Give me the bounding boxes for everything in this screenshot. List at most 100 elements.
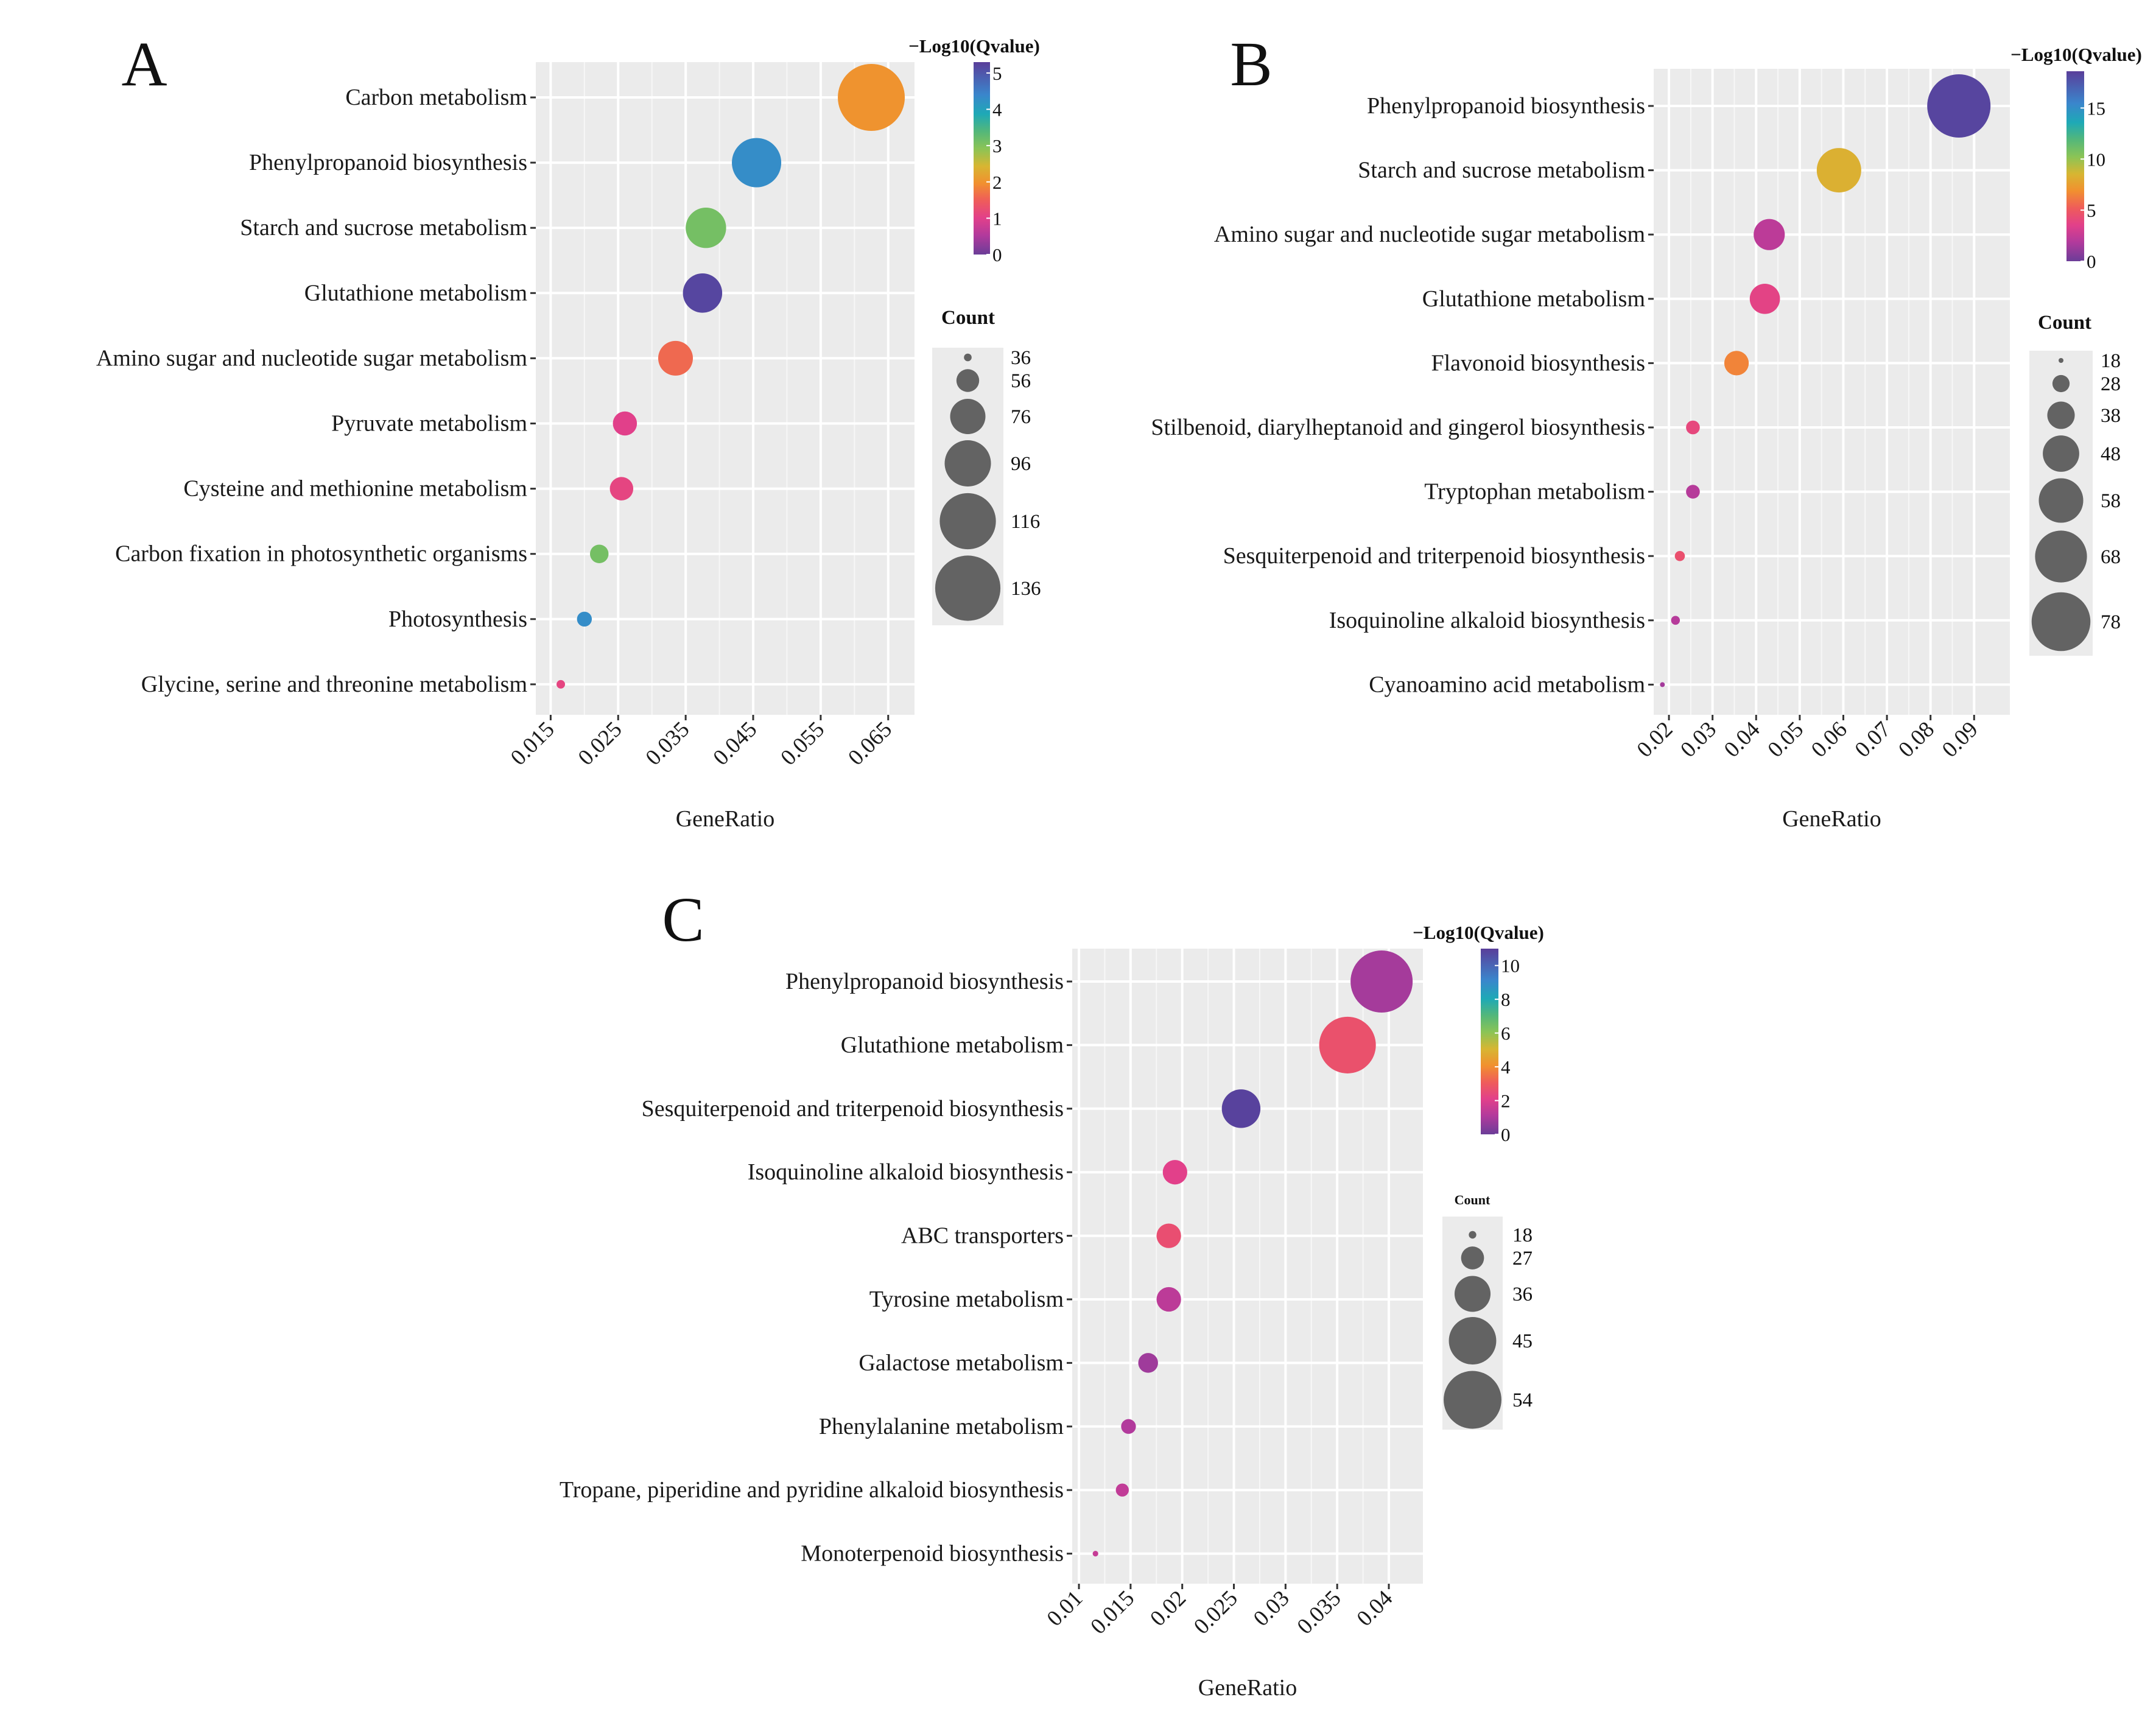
x-tick-label: 0.04 xyxy=(1719,717,1765,762)
y-tick-label: Photosynthesis xyxy=(388,606,527,632)
x-tick-label: 0.04 xyxy=(1352,1586,1398,1631)
y-tick-label: Glutathione metabolism xyxy=(304,280,527,306)
data-point xyxy=(683,273,723,313)
x-tick-label: 0.09 xyxy=(1937,717,1983,762)
y-tick-label: Galactose metabolism xyxy=(859,1350,1064,1375)
y-tick-label: Sesquiterpenoid and triterpenoid biosynt… xyxy=(642,1096,1064,1122)
colorbar-tick-label: 8 xyxy=(1501,989,1511,1010)
data-point xyxy=(1319,1016,1376,1073)
panel-label: B xyxy=(1230,29,1272,99)
data-point xyxy=(838,64,905,131)
size-legend-key xyxy=(950,399,986,434)
size-legend-label: 78 xyxy=(2101,611,2121,633)
x-tick-label: 0.035 xyxy=(641,717,695,770)
data-point xyxy=(577,611,592,627)
y-tick-label: Monoterpenoid biosynthesis xyxy=(801,1541,1064,1567)
data-point xyxy=(1121,1419,1136,1434)
data-point xyxy=(1674,550,1685,561)
x-axis-title: GeneRatio xyxy=(1198,1675,1297,1701)
data-point xyxy=(1754,219,1785,250)
size-legend-key xyxy=(1448,1317,1497,1365)
size-legend-label: 18 xyxy=(2101,350,2121,372)
size-legend-title: Count xyxy=(1455,1192,1491,1207)
y-tick-label: Stilbenoid, diarylheptanoid and gingerol… xyxy=(1151,415,1645,440)
size-legend-label: 45 xyxy=(1512,1330,1533,1352)
colorbar-tick-label: 3 xyxy=(992,135,1002,156)
size-legend-label: 48 xyxy=(2101,443,2121,465)
panel-a: A 0.015 0.025 0.035 0.045 0.055 0.065 Carbon me… xyxy=(96,29,1041,832)
y-tick-label: Flavonoid biosynthesis xyxy=(1431,350,1645,376)
x-tick-label: 0.025 xyxy=(574,717,627,770)
x-tick-label: 0.05 xyxy=(1763,717,1808,762)
size-legend-label: 116 xyxy=(1011,511,1040,533)
size-legend-label: 36 xyxy=(1512,1284,1533,1305)
y-tick-label: Tryptophan metabolism xyxy=(1424,479,1645,505)
size-legend-key xyxy=(1444,1371,1501,1429)
x-tick-label: 0.07 xyxy=(1850,717,1896,762)
size-legend-key xyxy=(2043,435,2079,472)
size-legend-key xyxy=(2047,401,2075,429)
colorbar-tick-label: 6 xyxy=(1501,1023,1511,1044)
x-tick-label: 0.01 xyxy=(1042,1586,1088,1631)
size-legend-key xyxy=(935,555,1001,621)
data-point xyxy=(609,477,634,501)
y-tick-label: ABC transporters xyxy=(901,1223,1064,1249)
colorbar-tick-label: 2 xyxy=(992,172,1002,193)
x-tick-label: 0.025 xyxy=(1189,1586,1243,1639)
y-tick-label: Amino sugar and nucleotide sugar metabol… xyxy=(96,345,527,371)
y-tick-label: Sesquiterpenoid and triterpenoid biosynt… xyxy=(1223,543,1645,569)
colorbar-tick-label: 10 xyxy=(1501,955,1520,977)
data-point xyxy=(1156,1223,1181,1248)
data-point xyxy=(1162,1160,1187,1185)
size-legend-key xyxy=(2038,478,2084,523)
size-legend-key xyxy=(956,369,980,392)
colorbar-tick-label: 5 xyxy=(992,63,1002,84)
data-point xyxy=(1115,1483,1129,1497)
colorbar-tick-label: 1 xyxy=(992,208,1002,229)
y-tick-label: Tropane, piperidine and pyridine alkaloi… xyxy=(560,1477,1064,1503)
x-tick-label: 0.045 xyxy=(709,717,762,770)
x-tick-label: 0.015 xyxy=(1086,1586,1139,1639)
data-point xyxy=(557,680,566,689)
size-legend-key xyxy=(2031,592,2091,652)
size-legend-title: Count xyxy=(941,307,995,329)
y-tick-label: Phenylpropanoid biosynthesis xyxy=(785,969,1064,994)
colorbar-title: −Log10(Qvalue) xyxy=(1413,922,1544,943)
y-tick-label: Phenylpropanoid biosynthesis xyxy=(249,150,527,175)
y-tick-label: Tyrosine metabolism xyxy=(869,1287,1064,1312)
colorbar-tick-label: 5 xyxy=(2087,200,2096,221)
data-point xyxy=(1686,485,1700,499)
size-legend-title: Count xyxy=(2038,312,2091,334)
size-legend-label: 136 xyxy=(1011,578,1041,600)
data-point xyxy=(1350,950,1413,1013)
y-tick-label: Carbon fixation in photosynthetic organi… xyxy=(115,541,527,567)
colorbar xyxy=(974,62,990,255)
colorbar-tick-label: 10 xyxy=(2087,149,2105,170)
size-legend-label: 36 xyxy=(1011,347,1031,369)
data-point xyxy=(1221,1089,1261,1128)
y-tick-label: Starch and sucrose metabolism xyxy=(1358,158,1645,183)
data-point xyxy=(1138,1353,1158,1373)
panel-label: C xyxy=(662,885,704,955)
y-tick-label: Cyanoamino acid metabolism xyxy=(1369,672,1645,697)
y-tick-label: Isoquinoline alkaloid biosynthesis xyxy=(748,1159,1064,1185)
y-tick-label: Cysteine and methionine metabolism xyxy=(183,476,527,502)
data-point xyxy=(589,544,609,563)
colorbar-tick-label: 2 xyxy=(1501,1091,1511,1112)
size-legend-label: 18 xyxy=(1512,1224,1533,1246)
panel-b: B 0.020.030.040.050.060.070.080.09 Phenylp… xyxy=(1151,29,2141,832)
y-tick-label: Amino sugar and nucleotide sugar metabol… xyxy=(1214,222,1645,247)
y-tick-label: Glutathione metabolism xyxy=(841,1032,1064,1058)
data-point xyxy=(686,208,726,248)
x-tick-label: 0.02 xyxy=(1632,717,1678,762)
data-point xyxy=(1156,1287,1181,1312)
data-point xyxy=(1816,148,1861,193)
panel-c: C 0.010.015 0.020.025 0.030.035 0.04 Phenylpr… xyxy=(560,885,1544,1701)
size-legend-label: 58 xyxy=(2101,490,2121,512)
y-tick-label: Glutathione metabolism xyxy=(1422,286,1645,312)
data-point xyxy=(658,340,694,376)
y-tick-label: Glycine, serine and threonine metabolism xyxy=(141,672,527,697)
x-tick-label: 0.03 xyxy=(1676,717,1721,762)
colorbar-title: −Log10(Qvalue) xyxy=(908,35,1040,57)
size-legend-label: 28 xyxy=(2101,373,2121,395)
